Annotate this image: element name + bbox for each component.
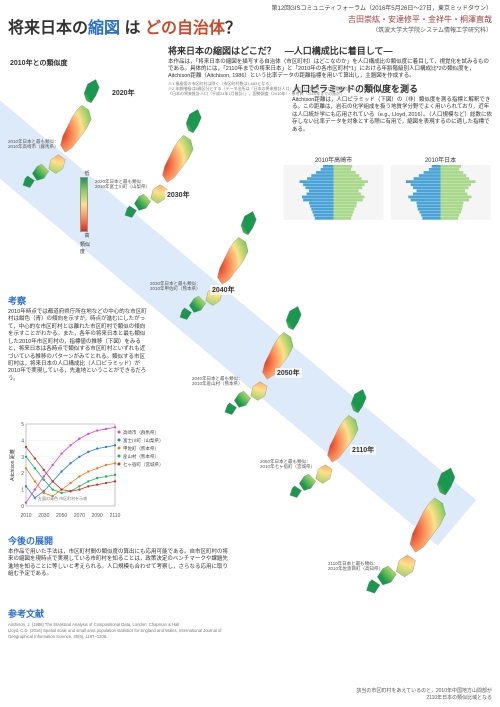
svg-text:4: 4 bbox=[21, 438, 24, 444]
intro-body: 本作品は，「将来日本の縮図を描写する自治体（市区町村）はどこなのか」を人口構成比… bbox=[168, 59, 492, 80]
main-title: 将来日本の縮図 は どの自治体？ bbox=[8, 14, 241, 38]
svg-text:2070: 2070 bbox=[74, 513, 85, 519]
svg-text:←左図の青色 市区町村を示唆: ←左図の青色 市区町村を示唆 bbox=[34, 495, 87, 501]
svg-text:2050: 2050 bbox=[56, 513, 67, 519]
svg-text:2030: 2030 bbox=[38, 513, 49, 519]
pyramid-charts: 2010年高崎市 2010年日本 bbox=[282, 155, 492, 222]
future-section: 今後の展開 本作品で用いた手法は，市区町村間の類似度の算出にも応用可能である。自… bbox=[8, 532, 228, 579]
svg-text:5: 5 bbox=[21, 422, 24, 428]
svg-text:2010: 2010 bbox=[20, 513, 31, 519]
intro-title: 将来日本の縮図はどこだ？ ―人口構成比に着目して― bbox=[168, 44, 492, 57]
authors: 吉田崇紘・安達修平・金祥牛・桐澤直哉 （筑波大学大学院システム情報工学研究科） bbox=[348, 14, 492, 34]
footnote: 該当の市区町村をあえているのと，2010年中国地方山間部が 2110年日本の類似… bbox=[356, 688, 492, 701]
references: 参考文献 Aitchison, J. (1986) The Statistica… bbox=[8, 605, 228, 640]
conference-header: 第12回GISコミュニティフォーラム（2016年5月26日〜27日，東京ミッドタ… bbox=[0, 0, 500, 12]
svg-text:高崎市（群馬県）: 高崎市（群馬県） bbox=[123, 429, 159, 436]
map-year-label: 2040年 bbox=[210, 285, 237, 295]
line-chart: 0 1 2 3 4 5 2010 2030 2050 2070 2090 2110 Aitchison … bbox=[8, 420, 163, 520]
svg-text:1: 1 bbox=[21, 488, 24, 494]
discussion-section: 考察 2010年時点では都道府県庁所在地などの中心的な市区町村は紺色（青）の傾向… bbox=[8, 292, 148, 383]
svg-text:0: 0 bbox=[21, 504, 24, 510]
svg-text:七ヶ宿町（宮城県）: 七ヶ宿町（宮城県） bbox=[123, 461, 163, 468]
japan-map bbox=[355, 457, 465, 600]
svg-text:2: 2 bbox=[21, 471, 24, 477]
svg-text:産山村（熊本県）: 産山村（熊本県） bbox=[123, 453, 159, 460]
svg-text:2090: 2090 bbox=[92, 513, 103, 519]
intro-notes: ※1 福島県の市区町村は除く（市区町村数は1,683となる）※2 年齢階級は5歳… bbox=[168, 82, 492, 96]
svg-text:Aitchison 距離: Aitchison 距離 bbox=[9, 449, 16, 481]
map-year-label: 2030年 bbox=[165, 190, 192, 200]
svg-text:3: 3 bbox=[21, 455, 24, 461]
svg-text:甲佐町（熊本県）: 甲佐町（熊本県） bbox=[123, 445, 159, 452]
map-year-label: 2050年 bbox=[275, 368, 302, 378]
svg-text:2110: 2110 bbox=[110, 513, 121, 519]
map-year-label: 2110年 bbox=[350, 445, 376, 455]
svg-text:富士川町（山梨県）: 富士川町（山梨県） bbox=[123, 437, 163, 444]
